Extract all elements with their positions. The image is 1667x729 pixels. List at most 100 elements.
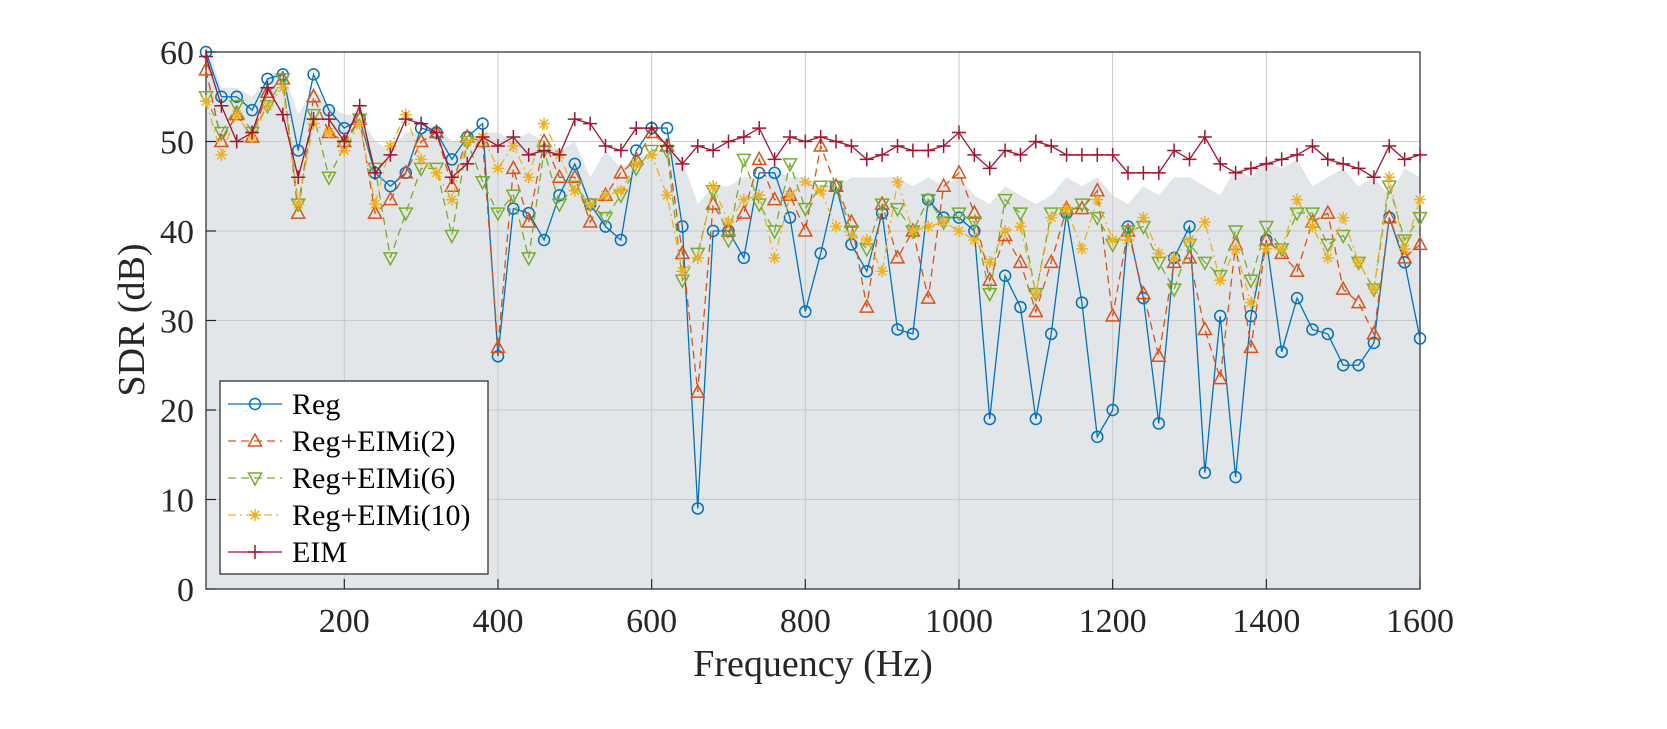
data-point (798, 134, 813, 149)
data-point (721, 134, 736, 149)
data-point (1366, 325, 1382, 340)
data-point (737, 251, 751, 265)
data-point (1367, 336, 1381, 350)
data-point (1275, 345, 1288, 359)
data-point (951, 125, 966, 140)
data-point (1381, 209, 1398, 224)
data-point (952, 211, 966, 224)
data-point (1043, 253, 1059, 269)
data-point (1029, 412, 1043, 426)
data-point (1197, 320, 1213, 336)
data-point (260, 80, 275, 95)
data-point (1183, 220, 1196, 233)
x-tick-label: 600 (626, 603, 677, 640)
data-point (937, 216, 950, 229)
data-point (1336, 156, 1351, 171)
data-point (799, 175, 812, 188)
data-point (859, 298, 875, 313)
data-point (369, 198, 382, 211)
data-point (766, 225, 783, 240)
data-point (1321, 251, 1334, 264)
data-point (599, 189, 612, 202)
data-point (1075, 242, 1088, 255)
data-point (567, 112, 582, 127)
data-point (490, 207, 506, 222)
data-point (1229, 470, 1242, 484)
data-point (520, 213, 537, 228)
axis-ticks: 200 400 600 800 1000 1200 1400 1600 0 10 20 30 40 50 6… (160, 35, 1454, 640)
data-point (782, 130, 797, 145)
data-point (737, 193, 750, 206)
data-point (383, 147, 398, 162)
data-point (1228, 165, 1243, 180)
data-point (812, 137, 829, 152)
data-point (920, 289, 937, 304)
data-point (981, 287, 998, 303)
data-point (922, 220, 935, 233)
data-point (875, 147, 890, 162)
data-point (691, 251, 704, 264)
data-point (1059, 147, 1074, 162)
data-point (1075, 296, 1089, 309)
data-point (1137, 211, 1150, 224)
data-point (1074, 147, 1089, 162)
data-point (1074, 198, 1090, 213)
series-reg-eimi-2 (198, 61, 1428, 398)
data-point (460, 156, 475, 171)
data-point (998, 269, 1012, 282)
data-point (1091, 430, 1104, 444)
data-point (368, 165, 383, 180)
data-point (905, 143, 920, 158)
data-point (567, 168, 583, 184)
x-tick-label: 400 (472, 603, 523, 640)
data-point (720, 234, 737, 249)
data-point (1198, 216, 1211, 229)
x-tick-label: 1600 (1386, 603, 1454, 640)
data-point (521, 147, 536, 162)
data-point (981, 271, 998, 286)
data-point (1335, 280, 1351, 295)
data-point (614, 233, 628, 247)
data-point (1396, 249, 1413, 264)
data-point (1122, 233, 1135, 246)
data-point (491, 350, 505, 363)
data-point (983, 412, 996, 426)
data-point (228, 99, 245, 115)
data-point (1183, 233, 1196, 246)
data-point (691, 502, 704, 515)
data-point (1320, 238, 1336, 253)
data-point (720, 222, 737, 237)
data-point (275, 107, 290, 122)
data-point (1212, 370, 1228, 385)
data-point (491, 162, 504, 175)
data-point (797, 222, 814, 237)
data-point (215, 148, 228, 161)
y-tick-label: 60 (160, 35, 194, 72)
data-point (338, 144, 351, 157)
data-point (1304, 207, 1321, 222)
data-point (413, 132, 429, 148)
data-point (259, 83, 276, 99)
data-point (583, 116, 598, 131)
data-point (213, 126, 230, 142)
data-point (1337, 211, 1350, 224)
data-point (753, 189, 766, 202)
data-point (1044, 327, 1058, 341)
data-point (1120, 225, 1136, 240)
data-point (1398, 242, 1411, 255)
data-point (261, 99, 274, 112)
data-point (490, 338, 506, 354)
x-tick-label: 1000 (925, 603, 993, 640)
data-point (1383, 171, 1396, 184)
data-point (1289, 207, 1305, 222)
data-point (1181, 249, 1198, 264)
data-point (582, 213, 598, 228)
data-point (307, 68, 320, 81)
data-point (630, 157, 643, 170)
legend-marker (249, 509, 261, 521)
data-point (1135, 285, 1152, 300)
data-point (1012, 207, 1029, 222)
data-point (1106, 403, 1119, 417)
data-point (445, 193, 458, 206)
data-point (751, 150, 767, 166)
